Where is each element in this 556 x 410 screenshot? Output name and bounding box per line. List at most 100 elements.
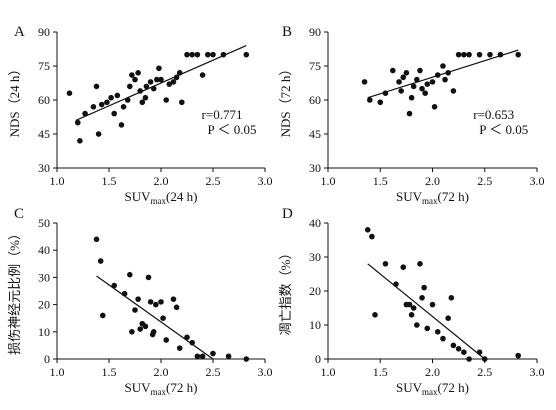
data-point bbox=[400, 264, 407, 271]
data-point bbox=[429, 79, 436, 85]
panel-letter: B bbox=[282, 24, 292, 40]
p-value-label: P ＜ 0.05 bbox=[479, 122, 528, 137]
y-tick-label: 60 bbox=[38, 93, 50, 107]
x-tick-label: 1.5 bbox=[373, 365, 388, 379]
data-point bbox=[199, 353, 206, 360]
data-point bbox=[398, 88, 404, 94]
data-point bbox=[173, 304, 180, 311]
data-point bbox=[104, 99, 110, 106]
data-point bbox=[98, 101, 105, 108]
data-point bbox=[364, 227, 371, 233]
data-point bbox=[377, 99, 384, 106]
y-axis-label: 凋亡指数（%） bbox=[278, 247, 293, 336]
data-point bbox=[163, 97, 169, 103]
regression-line bbox=[96, 275, 214, 360]
data-point bbox=[158, 76, 164, 83]
data-point bbox=[99, 312, 106, 319]
x-tick-label: 2.0 bbox=[154, 174, 169, 188]
data-point bbox=[137, 88, 143, 94]
x-tick-label: 2.5 bbox=[206, 174, 221, 188]
data-point bbox=[179, 99, 185, 106]
data-point bbox=[205, 51, 211, 58]
regression-line bbox=[75, 45, 247, 121]
data-point bbox=[129, 329, 135, 335]
data-point bbox=[189, 339, 195, 346]
data-point bbox=[210, 51, 216, 58]
data-point bbox=[440, 63, 446, 69]
panel-a: A 1.0 1.5 2.0 2.5 3.0 30 45 60 75 90 SUVmax(24 h) ND… bbox=[7, 24, 273, 206]
x-tick-label: 1.5 bbox=[102, 365, 117, 379]
data-point bbox=[160, 315, 166, 322]
correlation-label: r=0.771 bbox=[202, 107, 243, 122]
data-point bbox=[445, 70, 451, 76]
y-axis-label: NDS（72 h） bbox=[278, 63, 293, 138]
data-point bbox=[176, 70, 183, 76]
data-point bbox=[184, 334, 190, 341]
x-tick-label: 3.0 bbox=[258, 365, 273, 379]
x-tick-label: 1.0 bbox=[50, 174, 65, 188]
data-point bbox=[170, 296, 177, 302]
data-point bbox=[382, 261, 389, 267]
data-point bbox=[108, 94, 114, 101]
data-point bbox=[497, 51, 504, 58]
data-point bbox=[90, 104, 97, 110]
y-tick-label: 40 bbox=[38, 243, 50, 257]
x-tick-label: 1.0 bbox=[321, 365, 336, 379]
data-point bbox=[66, 90, 73, 96]
y-tick-label: 0 bbox=[44, 352, 50, 366]
data-point bbox=[120, 104, 127, 110]
y-axis-label: NDS（24 h） bbox=[7, 63, 22, 138]
data-point bbox=[147, 299, 154, 305]
y-tick-label: 75 bbox=[309, 59, 321, 73]
data-point bbox=[111, 110, 117, 117]
data-point bbox=[424, 81, 431, 87]
x-tick-label: 3.0 bbox=[530, 365, 545, 379]
data-point bbox=[461, 349, 467, 356]
data-point bbox=[393, 281, 399, 288]
data-point bbox=[466, 51, 472, 58]
data-point bbox=[121, 290, 128, 297]
y-tick-label: 45 bbox=[38, 127, 50, 141]
data-point bbox=[243, 51, 250, 58]
data-point bbox=[210, 350, 216, 357]
data-point bbox=[382, 90, 389, 96]
x-tick-label: 1.5 bbox=[373, 174, 388, 188]
data-point bbox=[166, 81, 173, 87]
panel-letter: A bbox=[14, 24, 25, 40]
data-point bbox=[434, 329, 441, 335]
panel-b: B 1.0 1.5 2.0 2.5 3.0 30 45 60 75 90 SUVmax(72 h) ND… bbox=[278, 24, 545, 206]
data-point bbox=[403, 70, 410, 76]
data-point bbox=[147, 79, 154, 85]
data-point bbox=[369, 233, 375, 240]
data-point bbox=[225, 353, 232, 360]
data-point bbox=[77, 138, 83, 144]
y-tick-label: 50 bbox=[38, 216, 50, 230]
data-point bbox=[129, 72, 135, 78]
data-point bbox=[367, 97, 373, 103]
data-point bbox=[481, 356, 488, 362]
data-point bbox=[429, 301, 436, 308]
y-tick-label: 90 bbox=[38, 25, 50, 39]
x-tick-label: 2.0 bbox=[154, 365, 169, 379]
data-point bbox=[389, 67, 396, 74]
y-tick-label: 0 bbox=[315, 352, 321, 366]
x-tick-label: 2.0 bbox=[425, 174, 440, 188]
data-point bbox=[414, 322, 420, 328]
data-point bbox=[417, 67, 423, 74]
data-point bbox=[417, 261, 423, 267]
data-point bbox=[82, 110, 88, 117]
data-point bbox=[127, 271, 133, 278]
data-point bbox=[406, 301, 413, 308]
x-tick-label: 2.5 bbox=[206, 365, 221, 379]
data-point bbox=[408, 312, 415, 318]
y-tick-label: 60 bbox=[309, 93, 321, 107]
y-tick-label: 75 bbox=[38, 59, 50, 73]
x-axis-label: SUVmax(72 h) bbox=[396, 380, 469, 397]
x-tick-label: 3.0 bbox=[258, 174, 273, 188]
data-point bbox=[75, 119, 81, 126]
panel-letter: C bbox=[14, 206, 24, 222]
x-tick-label: 2.5 bbox=[477, 174, 492, 188]
data-point bbox=[150, 329, 157, 335]
data-point bbox=[118, 122, 125, 128]
